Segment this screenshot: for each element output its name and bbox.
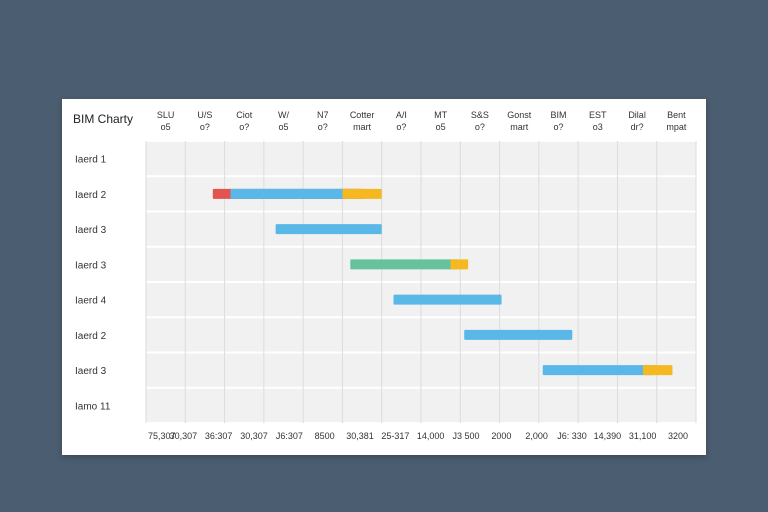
gantt-bar: [450, 259, 469, 270]
chart-card: BIM Charty SLU o5 U/S o? Ciot o? W/o5 N7 o? Cotter…: [62, 99, 706, 455]
column-header-line: o5: [161, 122, 171, 132]
gantt-bar: [642, 365, 673, 376]
column-header: Bent mpat: [666, 110, 687, 132]
column-header-line: Bent: [667, 110, 686, 120]
row-label: Iaerd 3: [75, 260, 107, 271]
column-header: MT o5: [434, 110, 447, 132]
column-header-line: mart: [353, 122, 371, 132]
gantt-bar: [275, 224, 382, 235]
column-header: SLU o5: [157, 110, 175, 132]
x-tick-label: 30,381: [346, 431, 374, 441]
column-header: EST o3: [589, 110, 607, 132]
column-header: N7 o?: [317, 110, 329, 132]
row-label: Iamo 11: [75, 401, 111, 412]
x-tick-label: 75,307: [148, 431, 176, 441]
column-header-line: MT: [434, 110, 447, 120]
column-header-line: Ciot: [236, 110, 253, 120]
column-header-line: Dilal: [628, 110, 646, 120]
x-tick-label: 36:307: [205, 431, 233, 441]
column-header: A/I o?: [396, 110, 407, 132]
x-tick-label: J6: 330: [557, 431, 587, 441]
column-header-line: S&S: [471, 110, 489, 120]
chart-title: BIM Charty: [73, 112, 133, 126]
x-tick-label: J6:307: [276, 431, 303, 441]
x-tick-label: 3200: [668, 431, 688, 441]
column-header: U/S o?: [197, 110, 212, 132]
gantt-bar: [393, 294, 502, 305]
row-label: Iaerd 3: [75, 366, 107, 377]
row-label: Iaerd 4: [75, 296, 107, 307]
x-tick-label: 31,100: [629, 431, 657, 441]
column-header-line: o?: [239, 122, 249, 132]
column-header-line: o?: [396, 122, 406, 132]
column-header-line: o5: [278, 122, 288, 132]
column-header-line: dr?: [631, 122, 644, 132]
column-header-line: mart: [510, 122, 528, 132]
column-header-line: A/I: [396, 110, 407, 120]
column-header-line: SLU: [157, 110, 175, 120]
row-label: Iaerd 2: [75, 190, 107, 201]
column-header-line: o?: [318, 122, 328, 132]
column-header-line: W/: [278, 110, 289, 120]
row-label: Iaerd 1: [75, 155, 107, 166]
column-header: S&S o?: [471, 110, 489, 132]
column-header-line: N7: [317, 110, 329, 120]
column-header-line: o?: [475, 122, 485, 132]
x-tick-label: 30,307: [240, 431, 268, 441]
column-header-line: U/S: [197, 110, 212, 120]
row-label: Iaerd 3: [75, 225, 107, 236]
gantt-bar: [464, 329, 573, 340]
column-header: W/o5: [278, 110, 289, 132]
gantt-chart: BIM Charty SLU o5 U/S o? Ciot o? W/o5 N7 o? Cotter…: [73, 110, 697, 441]
column-header: Cotter mart: [350, 110, 375, 132]
x-tick-label: 25-317: [381, 431, 409, 441]
column-header-line: o5: [436, 122, 446, 132]
x-tick-label: 14,000: [417, 431, 445, 441]
column-header: Dilal dr?: [628, 110, 646, 132]
column-header: Gonst mart: [507, 110, 532, 132]
column-header-line: mpat: [666, 122, 687, 132]
gantt-bar: [350, 259, 459, 270]
column-header-line: EST: [589, 110, 607, 120]
x-tick-label: 2000: [491, 431, 511, 441]
gantt-bar: [230, 188, 357, 199]
gantt-bar: [342, 188, 382, 199]
x-tick-label: 2,000: [525, 431, 548, 441]
x-tick-label: 8500: [315, 431, 335, 441]
x-tick-label: 14,390: [594, 431, 622, 441]
column-header: Ciot o?: [236, 110, 253, 132]
gantt-bar: [542, 365, 655, 376]
x-tick-label: 30,307: [170, 431, 198, 441]
column-header-line: Gonst: [507, 110, 532, 120]
column-header-line: Cotter: [350, 110, 375, 120]
column-header-line: o?: [200, 122, 210, 132]
x-tick-label: J3 500: [452, 431, 479, 441]
column-header: BIM o?: [550, 110, 566, 132]
column-header-line: o3: [593, 122, 603, 132]
column-header-line: BIM: [550, 110, 566, 120]
column-header-line: o?: [553, 122, 563, 132]
row-label: Iaerd 2: [75, 331, 107, 342]
